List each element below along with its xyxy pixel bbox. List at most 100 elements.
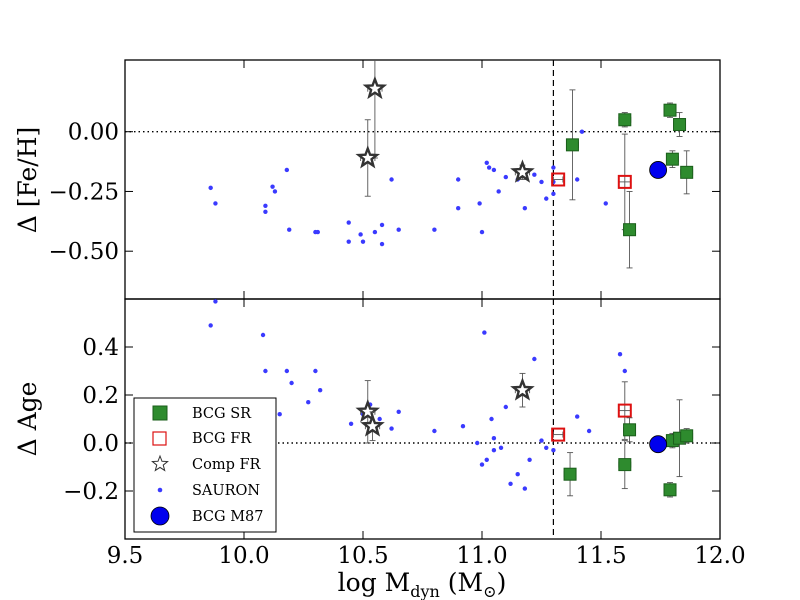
- sauron-point: [456, 177, 461, 182]
- legend-swatch-bcg-fr: [152, 431, 167, 446]
- sauron-point: [460, 424, 466, 429]
- comp-fr-point: [355, 398, 381, 423]
- sauron-point: [508, 481, 513, 486]
- sauron-point: [503, 174, 508, 180]
- sauron-point: [277, 412, 282, 417]
- sauron-point: [617, 352, 623, 357]
- legend-label-comp-fr: Comp FR: [192, 457, 262, 473]
- sauron-point: [346, 220, 351, 225]
- sauron-point: [579, 129, 585, 134]
- x-axis-label: log Mdyn (M⊙): [338, 568, 507, 600]
- sauron-point: [208, 185, 213, 191]
- sauron-point: [551, 448, 556, 453]
- sauron-point: [575, 177, 580, 182]
- sauron-point: [532, 356, 537, 362]
- comp-fr-point: [360, 413, 385, 437]
- legend-label-bcg-sr: BCG SR: [192, 406, 252, 422]
- y-tick-label: 0.0: [82, 431, 119, 457]
- sauron-point: [432, 227, 437, 232]
- x-axis-label-unit-close: ): [497, 568, 507, 597]
- sauron-point: [479, 462, 485, 467]
- bcg-sr-point: [563, 467, 577, 481]
- sauron-point: [539, 179, 544, 185]
- y-tick-label: −0.25: [49, 179, 119, 205]
- legend-label-sauron: SAURON: [192, 483, 260, 499]
- bcg-sr-point: [663, 483, 677, 497]
- x-tick-label: 12.0: [694, 543, 745, 569]
- legend-label-bcg-m87: BCG M87: [192, 509, 264, 525]
- legend: BCG SR BCG FR Comp FR SAURON BCG M87: [133, 397, 277, 533]
- sauron-point: [544, 445, 549, 450]
- bcg-sr-point: [565, 138, 579, 152]
- sauron-point: [379, 222, 385, 228]
- bcg-sr-point: [673, 118, 687, 132]
- x-axis-label-sub: dyn: [410, 582, 440, 600]
- bcg-fr-point: [551, 172, 566, 187]
- sauron-point: [477, 201, 482, 206]
- bottom-panel-frame: [124, 298, 721, 540]
- y-tick-label: 0.4: [82, 335, 119, 361]
- sauron-point: [289, 380, 294, 386]
- sauron-point: [358, 232, 363, 237]
- legend-swatch-bcg-sr: [152, 405, 168, 421]
- x-tick-label: 11.0: [456, 543, 507, 569]
- sauron-point: [377, 416, 382, 422]
- sauron-point: [389, 177, 394, 182]
- sauron-point: [346, 239, 351, 244]
- top-y-axis-label: Δ [Fe/H]: [13, 127, 42, 234]
- comp-fr-point: [362, 75, 388, 100]
- sauron-point: [522, 205, 528, 211]
- y-tick-label: −0.50: [49, 239, 119, 265]
- bottom-y-axis-label: Δ Age: [13, 382, 42, 457]
- bcg-sr-point: [623, 223, 637, 237]
- comp-fr-point: [355, 145, 381, 169]
- sauron-point: [317, 388, 323, 393]
- sauron-point: [389, 426, 394, 431]
- sauron-point: [482, 330, 487, 335]
- sauron-point: [479, 229, 485, 235]
- sauron-point: [603, 201, 608, 206]
- x-axis-label-unit-open: (M: [440, 568, 483, 597]
- bcg-sr-point: [623, 423, 637, 437]
- ticks: 0.00 −0.25 −0.50 0.4 0.2 0.0 −0.2 9.5 10.0 10.5 11…: [49, 60, 746, 569]
- x-axis-label-unit-sub: ⊙: [483, 582, 496, 600]
- bcg-fr-point: [617, 403, 632, 418]
- sauron-point: [432, 428, 437, 434]
- bcg-sr-point: [665, 152, 679, 166]
- legend-swatch-sauron: [157, 487, 163, 493]
- y-tick-label: 0.00: [68, 120, 119, 146]
- sauron-point: [491, 436, 497, 441]
- x-tick-label: 10.5: [337, 543, 388, 569]
- bcg-sr-point: [680, 165, 694, 179]
- feh-panel: [125, 60, 720, 299]
- sauron-point: [213, 201, 218, 206]
- y-tick-label: −0.2: [63, 479, 119, 505]
- x-axis-label-main: log M: [338, 568, 411, 597]
- sauron-point: [475, 440, 480, 446]
- sauron-point: [484, 160, 489, 165]
- sauron-point: [532, 172, 537, 177]
- sauron-point: [396, 227, 401, 232]
- comp-fr-point: [510, 159, 535, 183]
- legend-swatch-bcg-m87: [150, 506, 170, 526]
- sauron-point: [496, 189, 501, 194]
- bcg-sr-point: [618, 458, 632, 472]
- x-tick-label: 9.5: [107, 543, 144, 569]
- sauron-point: [489, 416, 494, 422]
- sauron-point: [539, 438, 544, 443]
- sauron-point: [551, 191, 556, 197]
- sauron-point: [491, 167, 497, 173]
- sauron-point: [284, 167, 290, 173]
- sauron-point: [315, 229, 320, 235]
- sauron-point: [503, 404, 508, 410]
- x-tick-label: 10.0: [218, 543, 269, 569]
- sauron-point: [306, 400, 311, 405]
- sauron-point: [491, 448, 497, 453]
- sauron-point: [260, 332, 266, 338]
- sauron-point: [498, 445, 504, 450]
- sauron-point: [484, 457, 489, 462]
- bcg-m87-point: [649, 435, 668, 454]
- sauron-point: [372, 229, 378, 235]
- bcg-m87-point: [649, 161, 668, 179]
- legend-swatch-comp-fr: [151, 454, 169, 472]
